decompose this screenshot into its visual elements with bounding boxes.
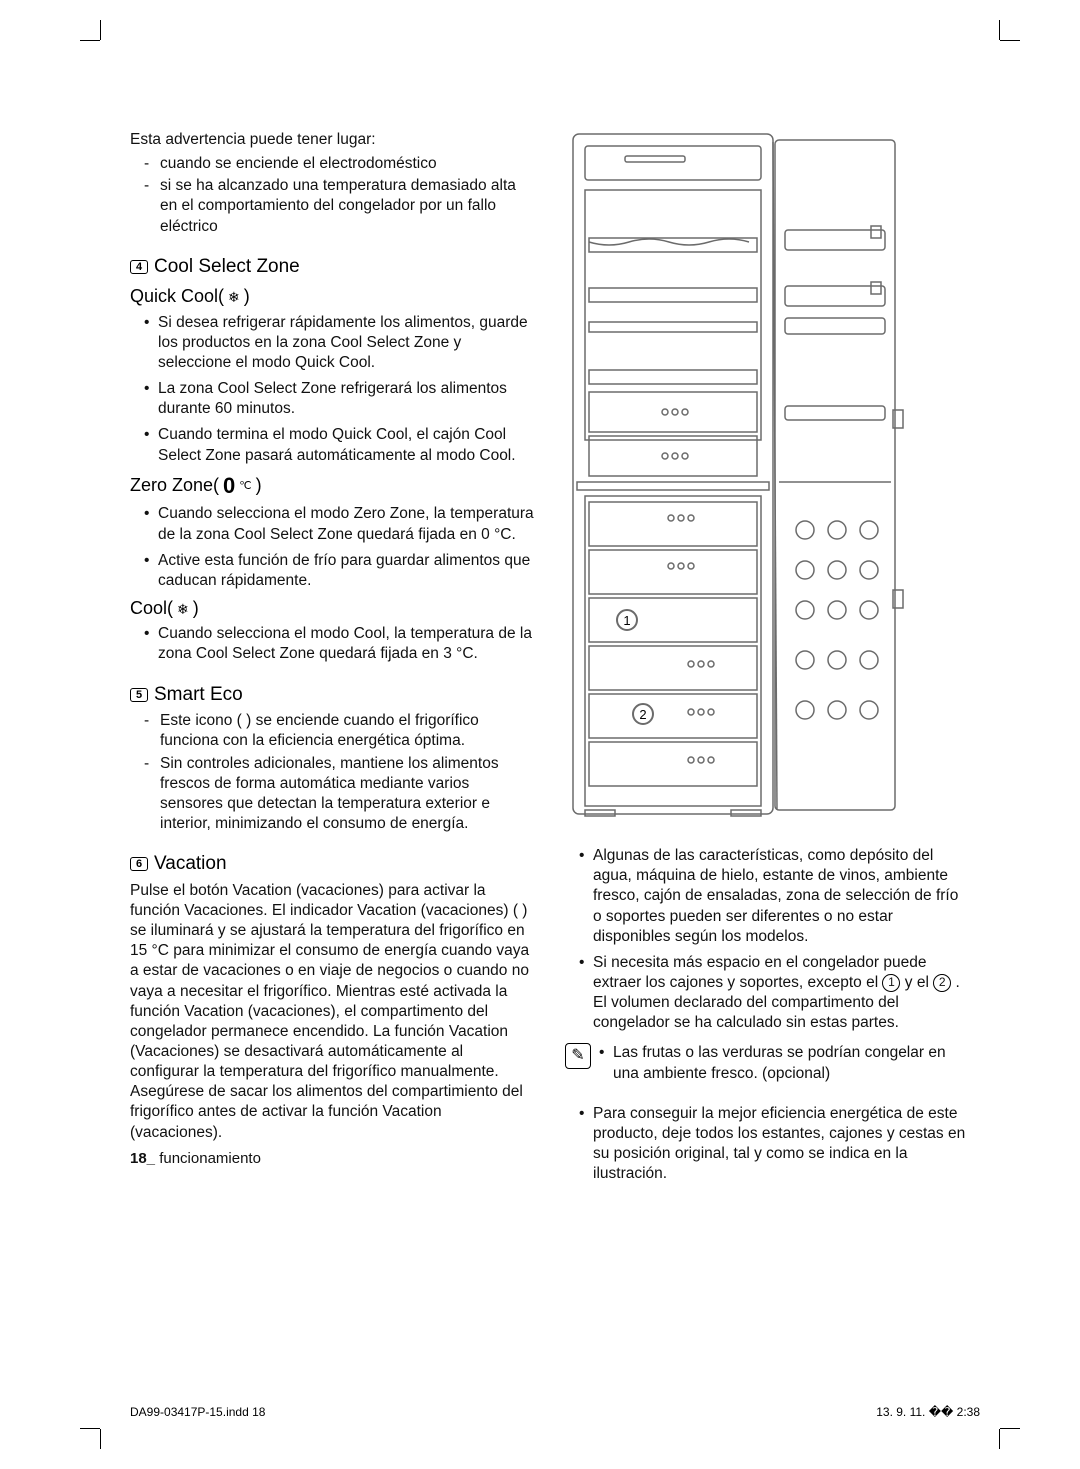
- circle-number-1: 1: [882, 974, 900, 992]
- subsection-zero-zone: Zero Zone(0 ℃ ): [130, 472, 535, 501]
- list-item: Para conseguir la mejor eficiencia energ…: [579, 1104, 970, 1185]
- section-number-badge: 5: [130, 688, 148, 702]
- list-item: Cuando selecciona el modo Zero Zone, la …: [144, 504, 535, 544]
- note-block: ✎ Las frutas o las verduras se podrían c…: [565, 1043, 970, 1089]
- cool-list: Cuando selecciona el modo Cool, la tempe…: [130, 624, 535, 664]
- list-item: Active esta función de frío para guardar…: [144, 551, 535, 591]
- text-fragment: y el: [900, 974, 933, 991]
- warning-item: cuando se enciende el electrodoméstico: [144, 154, 535, 174]
- list-item: Este icono ( ) se enciende cuando el fri…: [144, 711, 535, 751]
- warning-list: cuando se enciende el electrodoméstico s…: [130, 154, 535, 237]
- paren-close: ): [256, 474, 262, 497]
- warning-item: si se ha alcanzado una temperatura demas…: [144, 176, 535, 236]
- svg-text:2: 2: [639, 707, 646, 722]
- subsection-title: Cool(: [130, 597, 173, 620]
- page-section-name: funcionamiento: [155, 1150, 261, 1167]
- print-metadata: DA99-03417P-15.indd 18 13. 9. 11. �� 2:3…: [130, 1405, 980, 1419]
- circle-number-2: 2: [933, 974, 951, 992]
- right-list: Algunas de las características, como dep…: [565, 846, 970, 1033]
- cool-icon: ❄: [177, 600, 189, 618]
- text-fragment: Si necesita más espacio en el congelador…: [593, 954, 926, 991]
- zero-zone-list: Cuando selecciona el modo Zero Zone, la …: [130, 504, 535, 591]
- subsection-cool: Cool(❄ ): [130, 597, 535, 620]
- list-item: Si desea refrigerar rápidamente los alim…: [144, 313, 535, 373]
- list-item: Cuando selecciona el modo Cool, la tempe…: [144, 624, 535, 664]
- section-smart-eco: 5 Smart Eco: [130, 683, 535, 708]
- section-cool-select: 4 Cool Select Zone: [130, 255, 535, 280]
- warning-intro: Esta advertencia puede tener lugar:: [130, 130, 535, 150]
- text-fragment: El volumen declarado del compartimento d…: [593, 994, 899, 1031]
- fridge-illustration: 1 2: [565, 130, 935, 826]
- list-item: Algunas de las características, como dep…: [579, 846, 970, 947]
- section-title: Vacation: [154, 852, 227, 877]
- subsection-quick-cool: Quick Cool(❄ ): [130, 285, 535, 308]
- indd-timestamp: 13. 9. 11. �� 2:38: [876, 1405, 980, 1419]
- section-number-badge: 6: [130, 857, 148, 871]
- quick-cool-list: Si desea refrigerar rápidamente los alim…: [130, 313, 535, 466]
- section-title: Smart Eco: [154, 683, 243, 708]
- page-number: 18_: [130, 1150, 155, 1167]
- right-column: 1 2: [565, 130, 970, 1190]
- paren-close: ): [244, 285, 250, 308]
- subsection-title: Zero Zone(: [130, 474, 219, 497]
- section-title: Cool Select Zone: [154, 255, 300, 280]
- left-column: Esta advertencia puede tener lugar: cuan…: [130, 130, 535, 1190]
- section-vacation: 6 Vacation: [130, 852, 535, 877]
- section-number-badge: 4: [130, 260, 148, 274]
- indd-filename: DA99-03417P-15.indd 18: [130, 1405, 265, 1419]
- list-item: La zona Cool Select Zone refrigerará los…: [144, 379, 535, 419]
- quick-cool-icon: ❄: [228, 288, 240, 306]
- list-item: Si necesita más espacio en el congelador…: [579, 953, 970, 1034]
- list-item: Sin controles adicionales, mantiene los …: [144, 754, 535, 835]
- vacation-paragraph: Pulse el botón Vacation (vacaciones) par…: [130, 881, 535, 1143]
- fridge-svg: 1 2: [565, 130, 935, 820]
- list-item: Cuando termina el modo Quick Cool, el ca…: [144, 425, 535, 465]
- zero-zone-icon: 0: [223, 472, 235, 501]
- text-fragment: .: [951, 974, 960, 991]
- paren-close: ): [193, 597, 199, 620]
- page-footer-label: 18_ funcionamiento: [130, 1149, 535, 1169]
- right-list-2: Para conseguir la mejor eficiencia energ…: [565, 1104, 970, 1185]
- page-content: Esta advertencia puede tener lugar: cuan…: [130, 130, 980, 1190]
- subsection-title: Quick Cool(: [130, 285, 224, 308]
- list-item: Las frutas o las verduras se podrían con…: [599, 1043, 970, 1083]
- smart-eco-list: Este icono ( ) se enciende cuando el fri…: [130, 711, 535, 834]
- note-icon: ✎: [565, 1043, 591, 1069]
- zero-zone-unit: ℃: [239, 479, 251, 493]
- note-list: Las frutas o las verduras se podrían con…: [599, 1043, 970, 1089]
- svg-text:1: 1: [623, 613, 630, 628]
